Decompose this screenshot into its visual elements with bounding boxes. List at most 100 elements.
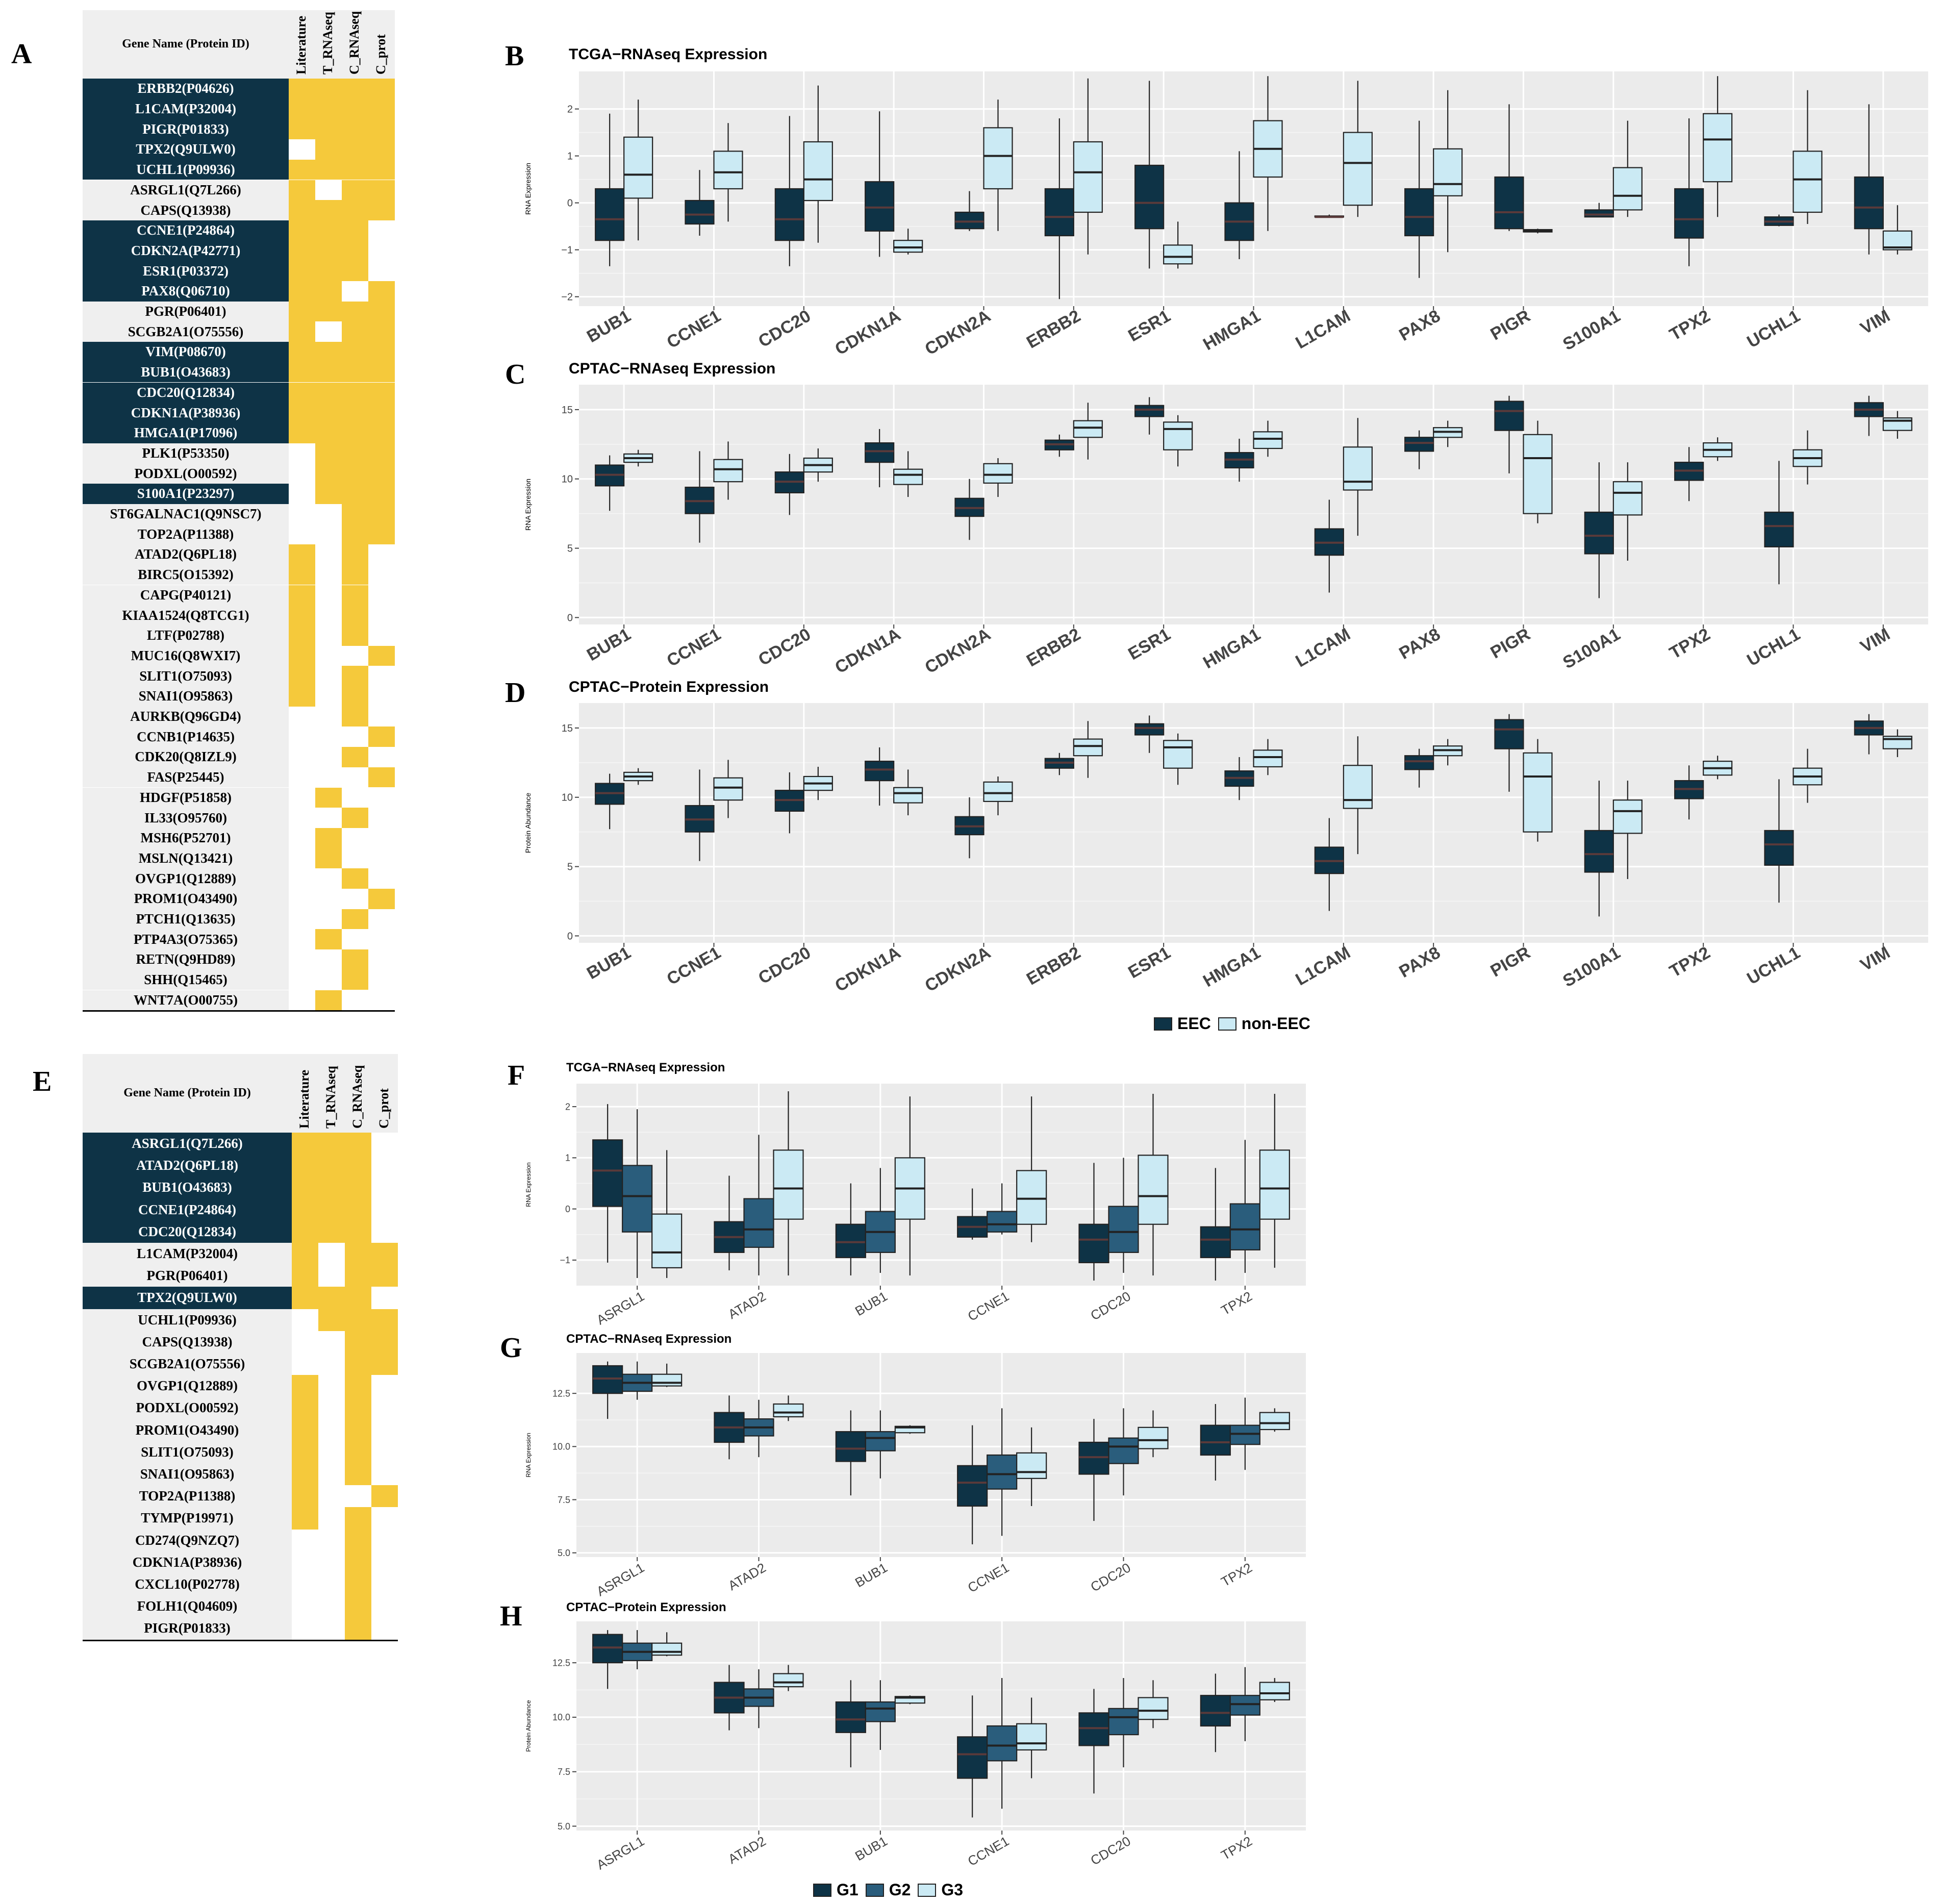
table-row: PGR(P06401) (83, 301, 395, 322)
flag-cell (318, 1155, 345, 1177)
table-row: L1CAM(P32004) (83, 1243, 398, 1265)
flag-cell (318, 1529, 345, 1551)
y-tick-label: 2 (565, 1101, 570, 1112)
panel-label-g: G (500, 1332, 522, 1364)
flag-cell (368, 98, 395, 119)
box-cdc20-g3 (1138, 1094, 1169, 1275)
table-row: CAPS(Q13938) (83, 1331, 398, 1353)
box-tpx2-g3 (1259, 1408, 1290, 1432)
box-ccne1-g1 (957, 1695, 988, 1818)
box-cdc20-non-eec (803, 766, 833, 800)
box-tpx2-g2 (1229, 1140, 1260, 1273)
column-header-c-prot: C_prot (373, 34, 388, 74)
flag-cell (315, 585, 342, 606)
x-tick-label: L1CAM (1292, 306, 1353, 353)
y-tick-label: 10.0 (552, 1712, 570, 1722)
box-ccne1-eec (685, 451, 715, 543)
flag-cell (292, 1463, 318, 1486)
flag-cell (342, 747, 368, 767)
table-row: ASRGL1(Q7L266) (83, 1133, 398, 1155)
gene-name-cell: BUB1(O43683) (83, 362, 289, 383)
flag-cell (315, 524, 342, 545)
table-row: WNT7A(O00755) (83, 990, 395, 1011)
flag-cell (315, 281, 342, 302)
header-gene-name: Gene Name (Protein ID) (123, 1086, 251, 1099)
gene-name-cell: BIRC5(O15392) (83, 564, 289, 585)
table-row: CAPG(P40121) (83, 585, 395, 606)
x-tick-label: HMGA1 (1200, 943, 1264, 991)
flag-cell (315, 645, 342, 666)
chart-title: CPTAC−Protein Expression (569, 679, 769, 695)
y-tick-label: 5.0 (558, 1548, 570, 1558)
flag-cell (289, 180, 315, 201)
box-l1cam-non-eec (1343, 81, 1373, 217)
flag-cell (345, 1133, 371, 1155)
gene-name-cell: CAPG(P40121) (83, 585, 289, 606)
legend-item: non-EEC (1218, 1014, 1310, 1033)
gene-name-cell: HDGF(P51858) (83, 787, 289, 808)
box-asrgl1-g3 (651, 1632, 683, 1657)
box-ccne1-g1 (957, 1425, 988, 1544)
flag-cell (318, 1507, 345, 1530)
column-header-c-prot: C_prot (376, 1088, 391, 1129)
x-tick-label: PAX8 (1396, 624, 1444, 663)
chart-title: CPTAC−RNAseq Expression (569, 360, 775, 377)
gene-name-cell: SNAI1(O95863) (83, 1463, 292, 1486)
flag-cell (289, 767, 315, 788)
box-cdkn1a-eec (865, 747, 895, 806)
legend-item: G1 (813, 1881, 859, 1899)
legend-label: EEC (1177, 1014, 1211, 1033)
flag-cell (315, 119, 342, 140)
flag-cell (289, 564, 315, 585)
gene-name-cell: CDK20(Q8IZL9) (83, 747, 289, 767)
flag-cell (368, 159, 395, 180)
box-ccne1-eec (685, 769, 715, 861)
flag-cell (318, 1419, 345, 1441)
table-row: CDKN1A(P38936) (83, 1551, 398, 1573)
flag-cell (289, 787, 315, 808)
box-vim-eec (1854, 714, 1884, 755)
legend-item: EEC (1154, 1014, 1211, 1033)
flag-cell (289, 261, 315, 281)
box-hmga1-eec (1224, 438, 1254, 482)
gene-name-cell: CDC20(Q12834) (83, 1220, 292, 1243)
flag-cell (318, 1441, 345, 1463)
legend-label: G1 (837, 1881, 859, 1899)
flag-cell (289, 747, 315, 767)
flag-cell (342, 929, 368, 950)
gene-name-cell: CD274(Q9NZQ7) (83, 1529, 292, 1551)
flag-cell (315, 787, 342, 808)
table-row: CCNE1(P24864) (83, 1198, 398, 1221)
box-vim-eec (1854, 395, 1884, 436)
gene-name-cell: SLIT1(O75093) (83, 1441, 292, 1463)
flag-cell (342, 443, 368, 464)
table-row: CDC20(Q12834) (83, 382, 395, 403)
panel-label-a: A (11, 38, 32, 70)
table-row: CD274(Q9NZQ7) (83, 1529, 398, 1551)
x-tick-label: PIGR (1487, 624, 1534, 662)
flag-cell (345, 1375, 371, 1397)
x-tick-label: ATAD2 (725, 1560, 768, 1593)
flag-cell (315, 139, 342, 160)
y-tick-label: −2 (561, 292, 573, 303)
y-tick-label: 10.0 (552, 1442, 570, 1452)
table-row: ASRGL1(Q7L266) (83, 180, 395, 201)
box-tpx2-eec (1674, 447, 1704, 502)
flag-cell (371, 1529, 398, 1551)
flag-cell (368, 726, 395, 747)
flag-cell (368, 119, 395, 140)
flag-cell (342, 889, 368, 909)
box-cdc20-g2 (1108, 1408, 1139, 1496)
flag-cell (292, 1353, 318, 1375)
gene-name-cell: L1CAM(P32004) (83, 1243, 292, 1265)
flag-cell (371, 1617, 398, 1640)
box-pax8-eec (1404, 748, 1434, 788)
legend-label: G2 (889, 1881, 911, 1899)
flag-cell (292, 1287, 318, 1309)
flag-cell (342, 463, 368, 484)
x-tick-label: ASRGL1 (594, 1833, 647, 1872)
flag-cell (371, 1441, 398, 1463)
gene-name-cell: HMGA1(P17096) (83, 422, 289, 443)
gene-name-cell: CCNB1(P14635) (83, 726, 289, 747)
flag-cell (342, 98, 368, 119)
